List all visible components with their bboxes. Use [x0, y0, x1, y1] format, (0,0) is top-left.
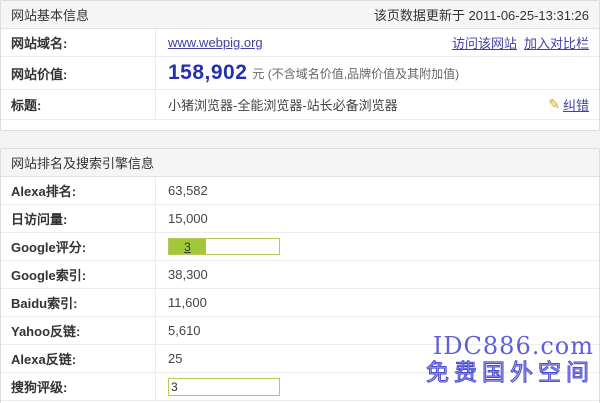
pencil-icon: ✎: [548, 96, 560, 112]
alexa-backlinks-value: 25: [168, 351, 183, 366]
google-index-row: Google索引: 38,300: [1, 261, 599, 289]
yahoo-backlinks-value: 5,610: [168, 323, 201, 338]
yahoo-backlinks-label: Yahoo反链:: [1, 317, 156, 344]
domain-actions: 访问该网站 加入对比栏: [452, 33, 589, 52]
alexa-backlinks-label: Alexa反链:: [1, 345, 156, 372]
panel-bottom-padding: [1, 120, 599, 130]
title-label: 标题:: [1, 90, 156, 119]
correct-error-link[interactable]: 纠错: [562, 98, 589, 113]
alexa-rank-label: Alexa排名:: [1, 177, 156, 204]
alexa-backlinks-row: Alexa反链: 25: [1, 345, 599, 373]
rank-info-title: 网站排名及搜索引擎信息: [11, 156, 155, 171]
daily-visits-label: 日访问量:: [1, 205, 156, 232]
sogou-rating-bar: 3: [168, 377, 280, 396]
visit-site-link[interactable]: 访问该网站: [451, 36, 517, 51]
site-value-suffix: 元 (不含域名价值,品牌价值及其附加值): [252, 66, 460, 81]
site-value-row: 网站价值: 158,902 元 (不含域名价值,品牌价值及其附加值): [1, 57, 599, 90]
title-row: 标题: 小猪浏览器-全能浏览器-站长必备浏览器 ✎ 纠错: [1, 90, 599, 120]
yahoo-backlinks-row: Yahoo反链: 5,610: [1, 317, 599, 345]
site-title-text: 小猪浏览器-全能浏览器-站长必备浏览器: [168, 98, 398, 113]
domain-label: 网站域名:: [1, 29, 156, 56]
site-value-cell: 158,902 元 (不含域名价值,品牌价值及其附加值): [156, 57, 599, 89]
rank-info-header: 网站排名及搜索引擎信息: [1, 149, 599, 177]
google-index-value: 38,300: [168, 267, 208, 282]
domain-link[interactable]: www.webpig.org: [168, 35, 263, 50]
add-compare-link[interactable]: 加入对比栏: [523, 36, 589, 51]
panel-gap: [0, 131, 600, 148]
site-value-amount: 158,902: [168, 61, 248, 84]
google-index-label: Google索引:: [1, 261, 156, 288]
title-value-cell: 小猪浏览器-全能浏览器-站长必备浏览器 ✎ 纠错: [156, 90, 599, 119]
baidu-index-row: Baidu索引: 11,600: [1, 289, 599, 317]
google-pagerank-label: Google评分:: [1, 233, 156, 260]
basic-info-panel: 网站基本信息 该页数据更新于 2011-06-25-13:31:26 网站域名:…: [0, 0, 600, 131]
rank-info-panel: 网站排名及搜索引擎信息 Alexa排名: 63,582 日访问量: 15,000…: [0, 148, 600, 403]
sogou-rating-cell: 3: [156, 373, 599, 400]
google-pagerank-cell: 3: [156, 233, 599, 260]
domain-value-cell: www.webpig.org 访问该网站 加入对比栏: [156, 29, 599, 56]
alexa-rank-value: 63,582: [168, 183, 208, 198]
sogou-rating-label: 搜狗评级:: [1, 373, 156, 400]
baidu-index-label: Baidu索引:: [1, 289, 156, 316]
pagerank-bar-fill[interactable]: 3: [169, 239, 206, 254]
sogou-rating-value: 3: [171, 379, 178, 394]
baidu-index-value: 11,600: [168, 295, 207, 310]
alexa-rank-row: Alexa排名: 63,582: [1, 177, 599, 205]
basic-info-title: 网站基本信息: [11, 8, 90, 23]
daily-visits-row: 日访问量: 15,000: [1, 205, 599, 233]
google-pagerank-row: Google评分: 3: [1, 233, 599, 261]
basic-info-header: 网站基本信息 该页数据更新于 2011-06-25-13:31:26: [1, 1, 599, 29]
correct-wrap: ✎ 纠错: [548, 95, 589, 114]
site-value-label: 网站价值:: [1, 57, 156, 89]
domain-row: 网站域名: www.webpig.org 访问该网站 加入对比栏: [1, 29, 599, 57]
sogou-rating-row: 搜狗评级: 3: [1, 373, 599, 401]
daily-visits-value: 15,000: [168, 211, 208, 226]
updated-timestamp: 该页数据更新于 2011-06-25-13:31:26: [373, 8, 589, 23]
pagerank-bar: 3: [168, 238, 280, 255]
